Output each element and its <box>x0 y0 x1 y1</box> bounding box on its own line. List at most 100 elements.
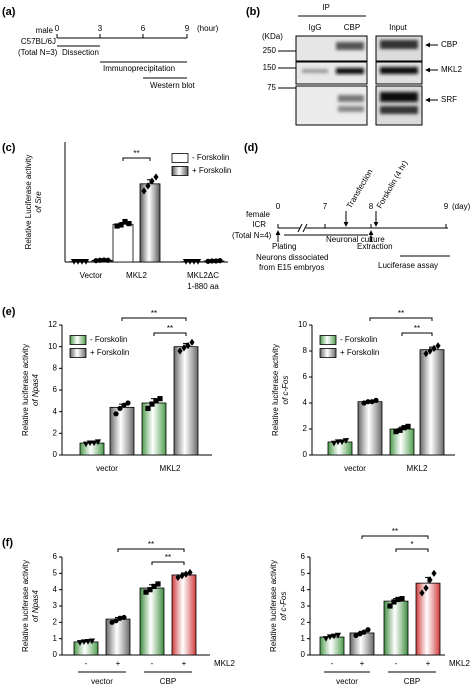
legend-swatch <box>171 153 189 163</box>
significance-label: ** <box>151 309 157 318</box>
data-point <box>183 570 189 578</box>
tick-label: 0 <box>276 202 281 211</box>
x-tick-label: vector <box>96 464 118 473</box>
significance-label: * <box>410 540 413 549</box>
panel-label: (b) <box>246 6 260 18</box>
data-point <box>365 627 371 633</box>
x-tick-label: - <box>151 659 154 668</box>
band <box>338 106 364 112</box>
tick-label: 0 <box>55 24 60 33</box>
y-tick-label: 4 <box>301 585 306 594</box>
data-point <box>209 258 215 264</box>
bar <box>79 442 105 456</box>
y-tick-label: 2 <box>301 617 306 626</box>
data-point <box>322 636 330 642</box>
significance-bracket <box>117 548 185 552</box>
bar <box>357 401 383 456</box>
unit: (hour) <box>197 24 219 33</box>
significance-label: ** <box>167 324 173 333</box>
y-tick-label: 6 <box>303 372 308 381</box>
data-point <box>435 342 441 350</box>
tick-label: 8 <box>369 202 374 211</box>
event: Extraction <box>357 242 393 251</box>
y-axis-label: Relative luciferase activity <box>21 344 30 436</box>
data-point <box>78 259 86 265</box>
protein: CBP <box>441 40 457 49</box>
data-point <box>84 639 92 645</box>
significance-label: ** <box>392 527 398 536</box>
y-tick-label: 6 <box>53 385 58 394</box>
y-tick-label: 1 <box>53 634 58 643</box>
legend-swatch <box>319 335 337 345</box>
data-point <box>145 182 151 190</box>
data-point <box>151 583 157 589</box>
step: Immunoprecipitation <box>103 64 175 73</box>
blot <box>295 85 368 126</box>
data-point <box>373 397 379 403</box>
y-tick-label: 2 <box>303 424 308 433</box>
data-point <box>149 401 155 407</box>
y-axis-label: Relative luciferase activity <box>271 344 280 436</box>
subject: ICR <box>252 220 266 229</box>
data-point <box>121 614 127 621</box>
x-tick-label: + <box>426 659 431 668</box>
lane-label: Input <box>389 23 408 32</box>
data-point <box>330 440 338 447</box>
data-point <box>189 338 195 346</box>
axis-break <box>302 223 308 233</box>
legend-label: + Forskolin <box>90 348 129 357</box>
data-point <box>330 633 338 640</box>
data-point <box>74 259 82 265</box>
y-axis-label: Relative Luciferase activity <box>24 155 33 250</box>
tick-label: 6 <box>141 24 146 33</box>
y-tick-label: 5 <box>301 568 306 577</box>
x-tick-label: + <box>116 659 121 668</box>
bar <box>419 349 445 456</box>
blot <box>375 85 423 126</box>
data-point <box>387 603 393 609</box>
data-point <box>399 596 405 602</box>
data-point <box>182 259 190 265</box>
subject: female <box>246 210 271 219</box>
data-point <box>153 173 159 181</box>
data-point <box>125 400 131 406</box>
event: Plating <box>272 242 296 251</box>
x-tick-label: MKL2 <box>126 271 147 280</box>
tick-label: 7 <box>323 202 328 211</box>
data-point <box>153 398 159 404</box>
data-point <box>213 258 219 264</box>
data-point <box>326 634 334 641</box>
panel-label: (c) <box>2 142 16 154</box>
data-point <box>393 429 399 435</box>
band <box>338 95 364 102</box>
bar <box>389 428 415 456</box>
significance-label: ** <box>148 540 154 549</box>
data-point <box>342 438 350 444</box>
panel-label: (e) <box>2 306 16 318</box>
subject: (Total N=3) <box>18 48 58 57</box>
y-axis-label: of Npas4 <box>31 373 40 406</box>
x-axis-label: MKL2 <box>214 659 235 668</box>
bar <box>173 346 199 456</box>
panel-label: (a) <box>2 6 16 18</box>
data-point <box>353 632 359 639</box>
kda-label: (KDa) <box>262 32 283 41</box>
data-point <box>105 257 111 263</box>
bands <box>302 40 418 114</box>
data-point <box>143 589 149 595</box>
y-axis-label: Relative luciferase activity <box>21 560 30 652</box>
tick-label: 3 <box>98 24 103 33</box>
data-point <box>114 223 120 229</box>
subject: C57BL/6J <box>21 37 56 46</box>
data-point <box>405 423 411 429</box>
significance-label: ** <box>398 309 404 318</box>
significance-bracket <box>369 317 433 321</box>
data-point <box>181 344 187 352</box>
significance-bracket <box>401 332 433 336</box>
y-axis-label: Relative luciferase activity <box>269 560 278 652</box>
band <box>380 106 418 114</box>
data-point <box>80 639 88 646</box>
note: Neurons dissociated <box>256 253 328 262</box>
y-tick-label: 4 <box>53 585 58 594</box>
y-tick-label: 0 <box>303 450 308 459</box>
